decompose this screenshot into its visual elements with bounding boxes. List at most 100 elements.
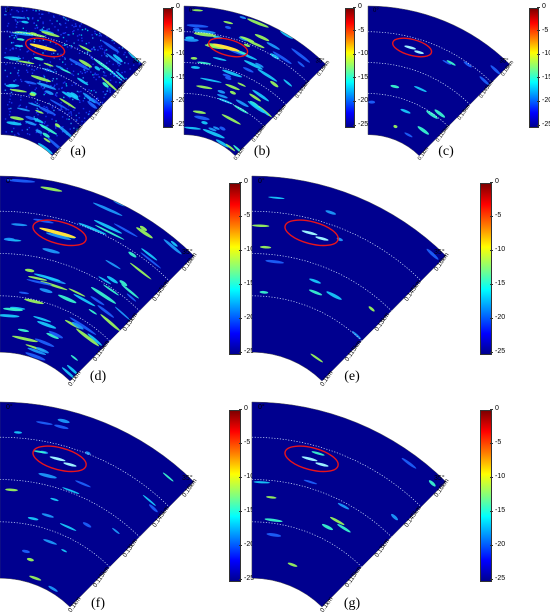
- echo-streak: [149, 504, 158, 513]
- echo-streak: [113, 223, 138, 237]
- echo-streak: [253, 481, 270, 484]
- echo-streak: [40, 186, 63, 192]
- panel-g: 0° 35° 0.16km 0.145km 0.13km 0.115km 0.1km: [251, 401, 461, 614]
- echo-streak: [266, 533, 282, 537]
- echo-streak: [404, 132, 413, 138]
- echo-streak: [3, 237, 15, 241]
- echo-streak: [112, 54, 123, 63]
- echo-streak: [434, 109, 446, 118]
- echo-streak: [247, 18, 269, 28]
- colorbar-tick: 0: [171, 3, 180, 10]
- colorbar-gradient: [480, 183, 492, 355]
- echo-streak: [41, 513, 54, 518]
- echo-streak: [213, 126, 220, 130]
- colorbar-tick: -15: [536, 74, 550, 81]
- echo-streak: [283, 79, 293, 87]
- echo-streak: [39, 288, 53, 294]
- echo-streak: [186, 24, 209, 28]
- colorbar-gradient: [345, 8, 355, 128]
- range-ring: [0, 436, 170, 508]
- echo-streak: [368, 100, 376, 104]
- colorbar-tick: -15: [489, 507, 506, 514]
- echo-streak: [272, 51, 292, 65]
- echo-streak: [58, 294, 77, 304]
- echo-streak: [0, 314, 20, 318]
- echo-streak: [129, 262, 152, 280]
- echo-streak: [391, 513, 399, 521]
- echo-streak: [223, 20, 234, 25]
- colorbar-tick: -25: [170, 121, 187, 128]
- echo-streak: [27, 516, 39, 521]
- echo-streak: [219, 126, 226, 131]
- echo-streak: [42, 132, 50, 138]
- echo-streak: [141, 248, 158, 261]
- sector-outline: [251, 175, 447, 382]
- colorbar-tick: -25: [352, 121, 369, 128]
- echo-streak: [291, 48, 311, 63]
- echo-streak: [66, 364, 79, 375]
- echo-streak: [24, 298, 44, 305]
- echo-streak: [56, 124, 75, 140]
- echo-streak: [479, 76, 490, 86]
- echo-streak: [50, 497, 59, 502]
- echo-streak: [97, 305, 115, 318]
- echo-streak: [287, 562, 298, 567]
- echo-streak: [352, 331, 361, 340]
- angle-label-start: 0°: [6, 8, 12, 14]
- echo-streak: [212, 57, 227, 61]
- echo-streak: [139, 225, 148, 231]
- echo-streak: [197, 61, 212, 65]
- echo-streak: [3, 307, 23, 312]
- echo-streak: [247, 100, 265, 114]
- panel-caption: (d): [89, 369, 107, 384]
- echo-streak: [49, 99, 69, 110]
- echo-streak: [17, 328, 30, 332]
- echo-streak: [61, 549, 67, 553]
- echo-streak: [79, 45, 92, 52]
- echo-streak: [68, 58, 90, 71]
- angle-label-start: 0°: [258, 177, 265, 185]
- echo-streak: [446, 60, 456, 66]
- echo-streak: [414, 86, 427, 92]
- colorbar-tick: -5: [238, 439, 251, 446]
- panel-a: 0° 35° 0.16km 0.145km 0.13km 0.115km 0.1km: [0, 5, 154, 162]
- echo-streak: [264, 518, 283, 523]
- echo-streak: [38, 106, 56, 115]
- colorbar-tick: 0: [490, 178, 499, 185]
- target-echo: [39, 227, 77, 238]
- echo-streak: [215, 139, 229, 148]
- echo-streak: [94, 66, 101, 71]
- echo-streak: [308, 289, 323, 296]
- target-echo: [404, 45, 416, 50]
- target-highlight-ellipse: [24, 37, 66, 58]
- echo-streak: [426, 248, 439, 260]
- angle-label-end: 35°: [182, 248, 193, 256]
- echo-streak: [393, 124, 398, 129]
- colorbar-tick: -20: [489, 314, 506, 321]
- colorbar-tick: -20: [238, 541, 255, 548]
- echo-streak: [190, 66, 200, 69]
- echo-streak: [48, 585, 58, 592]
- sector-outline: [367, 5, 511, 157]
- echo-streak: [112, 527, 120, 535]
- echo-streak: [87, 333, 103, 346]
- angle-label-end: 35°: [316, 58, 326, 64]
- colorbar-tick: -5: [352, 26, 365, 34]
- echo-streak: [255, 62, 264, 68]
- echo-streak: [54, 424, 69, 430]
- echo-streak: [3, 56, 22, 60]
- echo-streak: [78, 222, 107, 235]
- echo-streak: [16, 107, 31, 112]
- echo-streak: [235, 99, 249, 108]
- echo-streak: [59, 98, 76, 109]
- echo-streak: [225, 83, 240, 91]
- echo-streak: [140, 252, 161, 269]
- echo-streak: [193, 32, 217, 37]
- colorbar-tick: -15: [352, 73, 369, 81]
- target-echo: [301, 230, 318, 236]
- range-ring: [251, 210, 422, 282]
- echo-streak: [6, 121, 22, 126]
- echo-streak: [254, 33, 270, 42]
- echo-streak: [82, 522, 92, 528]
